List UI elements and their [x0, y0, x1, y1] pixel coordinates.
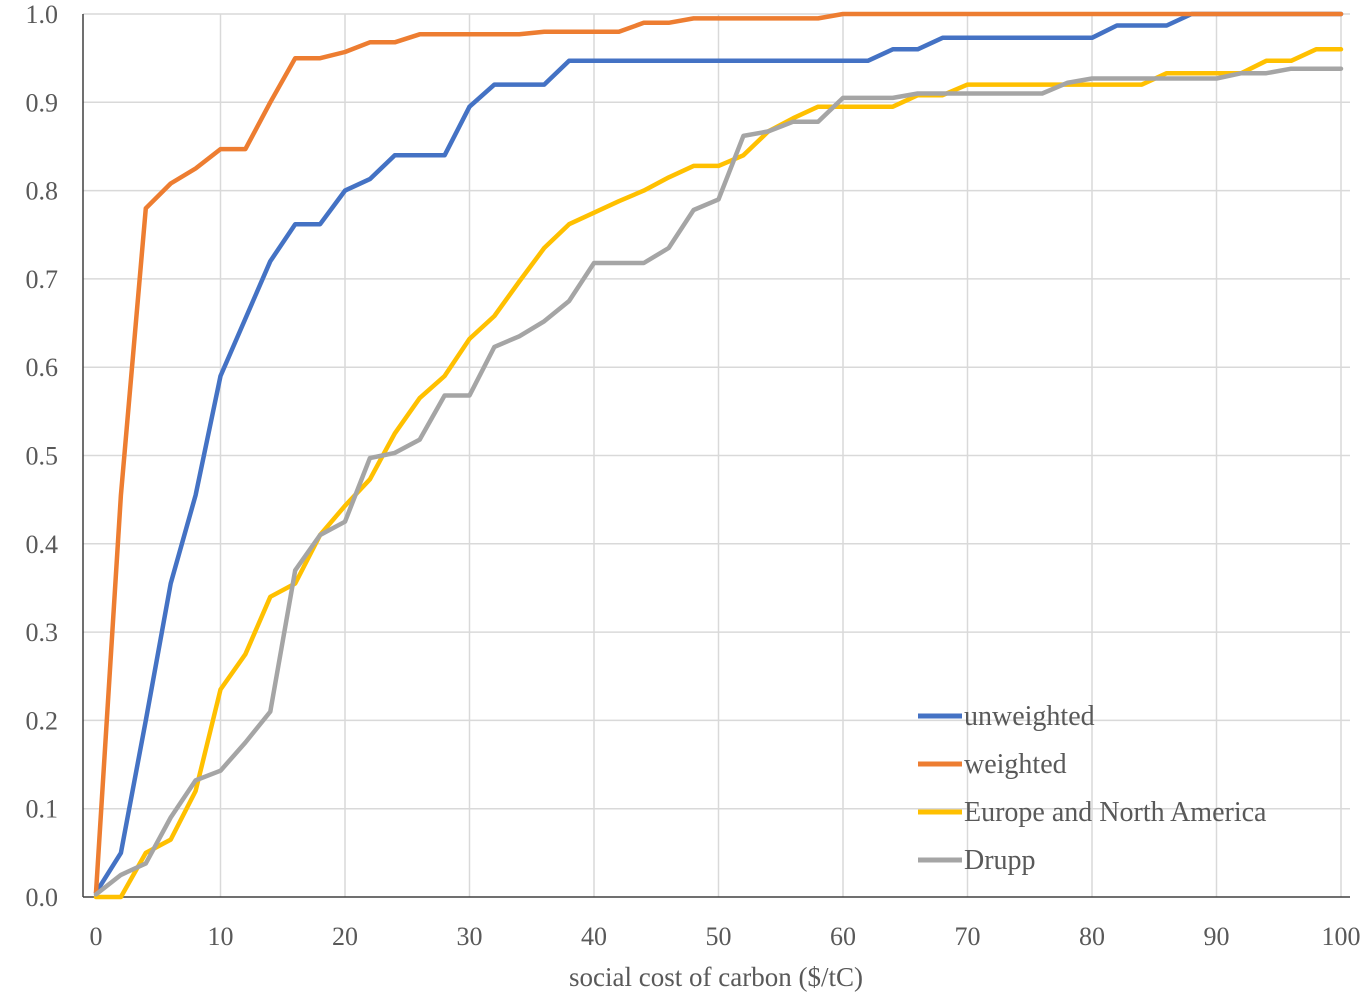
series-line-europe-and-north-america: [93, 47, 1344, 900]
legend: unweighted weighted Europe and North Ameri…: [918, 701, 1267, 876]
y-tick-label: 1.0: [26, 0, 59, 29]
x-tick-label: 90: [1204, 922, 1230, 951]
x-tick-label: 50: [706, 922, 732, 951]
x-tick-labels: 0 10 20 30 40 50 60 70 80 90 100: [90, 922, 1361, 951]
x-axis-title: social cost of carbon ($/tC): [569, 962, 863, 992]
legend-label-weighted: weighted: [964, 749, 1067, 780]
series-line-unweighted: [93, 11, 1344, 895]
y-tick-label: 0.7: [26, 265, 59, 294]
legend-label-unweighted: unweighted: [964, 701, 1095, 732]
y-tick-label: 0.9: [26, 88, 59, 117]
x-tick-label: 10: [208, 922, 234, 951]
x-tick-label: 100: [1322, 922, 1361, 951]
series-lines: [93, 11, 1344, 900]
y-tick-label: 0.0: [26, 883, 59, 912]
legend-label-drupp: Drupp: [964, 845, 1036, 876]
y-tick-labels: 0.0 0.1 0.2 0.3 0.4 0.5 0.6 0.7 0.8 0.9 1.0: [26, 0, 59, 912]
y-tick-label: 0.3: [26, 618, 59, 647]
x-tick-label: 80: [1079, 922, 1105, 951]
axes: [82, 14, 1350, 898]
y-tick-label: 0.8: [26, 177, 59, 206]
y-tick-label: 0.1: [26, 795, 59, 824]
series-line-weighted: [93, 11, 1344, 895]
x-tick-label: 20: [332, 922, 358, 951]
series-line-drupp: [93, 66, 1344, 897]
legend-label-europe-and-north-america: Europe and North America: [964, 797, 1267, 828]
y-tick-label: 0.2: [26, 706, 59, 735]
y-tick-label: 0.5: [26, 442, 59, 471]
x-tick-label: 0: [90, 922, 103, 951]
x-tick-label: 40: [581, 922, 607, 951]
y-tick-label: 0.4: [26, 530, 59, 559]
y-tick-label: 0.6: [26, 353, 59, 382]
x-tick-label: 60: [830, 922, 856, 951]
x-tick-label: 70: [955, 922, 981, 951]
x-tick-label: 30: [457, 922, 483, 951]
gridlines: [83, 13, 1350, 897]
